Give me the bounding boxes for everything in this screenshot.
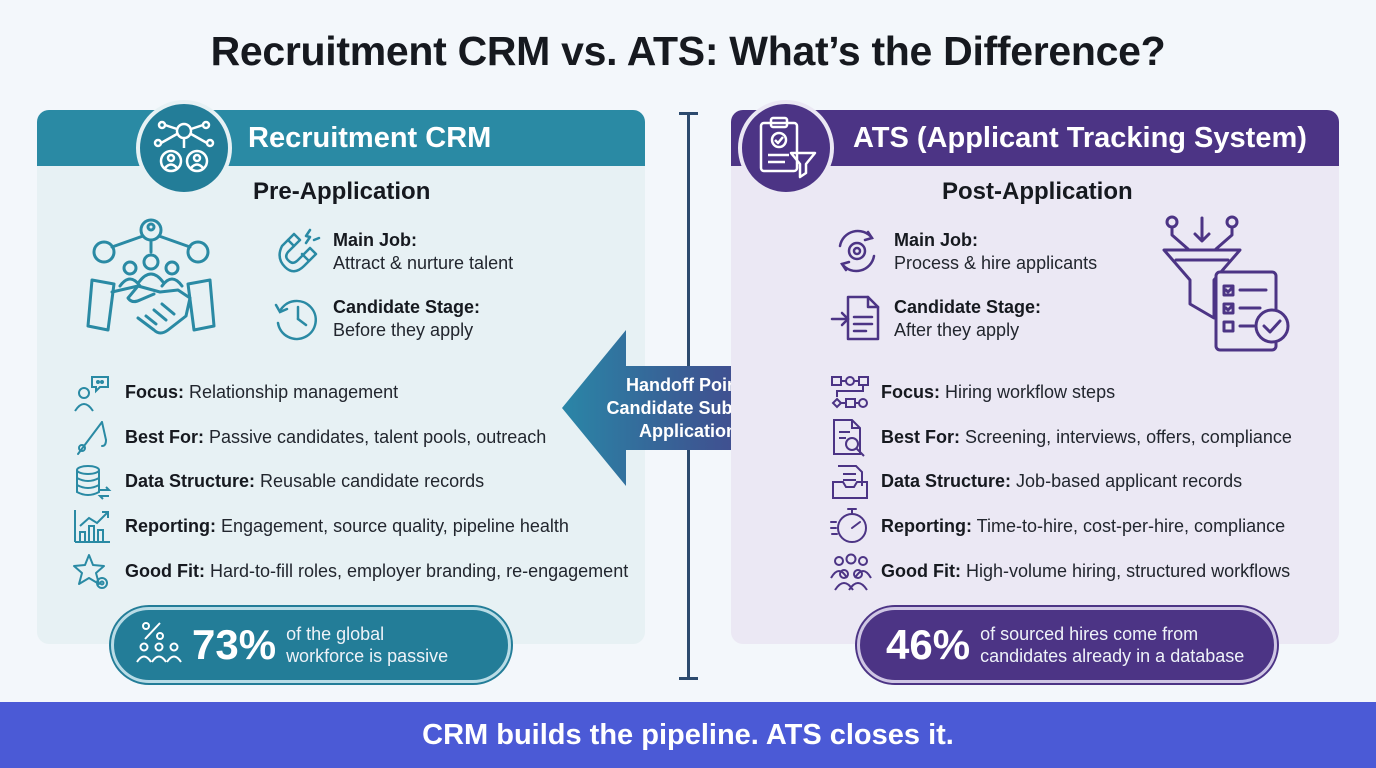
network-people-icon (136, 100, 232, 196)
ats-row-best-for: Best For: Screening, interviews, offers,… (881, 427, 1292, 447)
bar-chart-icon (72, 506, 112, 551)
crm-stat-text: of the global workforce is passive (286, 624, 449, 666)
stopwatch-icon (830, 506, 870, 551)
crm-panel: Recruitment CRM (37, 110, 645, 644)
crm-stat-value: 73% (192, 621, 277, 668)
ats-stat-text: of sourced hires come from candidates al… (980, 624, 1245, 666)
document-search-icon (830, 418, 870, 463)
percent-people-icon (136, 620, 182, 671)
crm-subheading: Pre-Application (253, 178, 431, 205)
ats-subheading: Post-Application (942, 178, 1133, 205)
clock-history-icon (272, 293, 322, 348)
crm-header-bar: Recruitment CRM (37, 110, 645, 166)
star-gear-icon (72, 552, 112, 597)
page-title: Recruitment CRM vs. ATS: What’s the Diff… (210, 28, 1166, 74)
ats-row-focus: Focus: Hiring workflow steps (881, 382, 1116, 402)
database-sync-icon (72, 462, 112, 507)
handoff-label: Handoff Point: Candidate Submits Applica… (606, 375, 770, 441)
crm-stat-pill: 73% of the global workforce is passive (111, 607, 511, 683)
workflow-icon (830, 373, 870, 418)
file-tray-icon (830, 462, 870, 507)
document-arrow-in-icon (830, 293, 882, 348)
ats-stat-pill: 46% of sourced hires come from candidate… (857, 607, 1277, 683)
crm-row-data-structure: Data Structure: Reusable candidate recor… (125, 471, 485, 491)
clipboard-funnel-icon (738, 100, 834, 196)
crm-row-reporting: Reporting: Engagement, source quality, p… (125, 516, 569, 536)
funnel-checklist-icon (1160, 214, 1296, 359)
group-people-icon (830, 552, 872, 597)
crm-row-focus: Focus: Relationship management (125, 382, 399, 402)
ats-row-reporting: Reporting: Time-to-hire, cost-per-hire, … (881, 516, 1286, 536)
ats-stat-value: 46% (886, 621, 971, 668)
crm-row-good-fit: Good Fit: Hard-to-fill roles, employer b… (125, 561, 629, 581)
crm-row-best-for: Best For: Passive candidates, talent poo… (125, 427, 547, 447)
crm-candidate-stage: Candidate Stage: Before they apply (333, 297, 481, 340)
crm-main-job: Main Job: Attract & nurture talent (333, 230, 514, 273)
footer-banner: CRM builds the pipeline. ATS closes it. (0, 702, 1376, 768)
ats-candidate-stage: Candidate Stage: After they apply (894, 297, 1042, 340)
magnet-icon (272, 226, 322, 281)
crm-header-title: Recruitment CRM (248, 122, 492, 154)
handshake-network-icon (86, 216, 216, 357)
ats-header-title: ATS (Applicant Tracking System) (853, 122, 1307, 154)
fishing-rod-icon (72, 418, 112, 463)
ats-main-job: Main Job: Process & hire applicants (894, 230, 1098, 273)
gear-cycle-icon (832, 226, 882, 281)
footer-text: CRM builds the pipeline. ATS closes it. (422, 718, 954, 751)
ats-row-good-fit: Good Fit: High-volume hiring, structured… (881, 561, 1291, 581)
people-chat-icon (72, 373, 112, 418)
ats-row-data-structure: Data Structure: Job-based applicant reco… (881, 471, 1243, 491)
